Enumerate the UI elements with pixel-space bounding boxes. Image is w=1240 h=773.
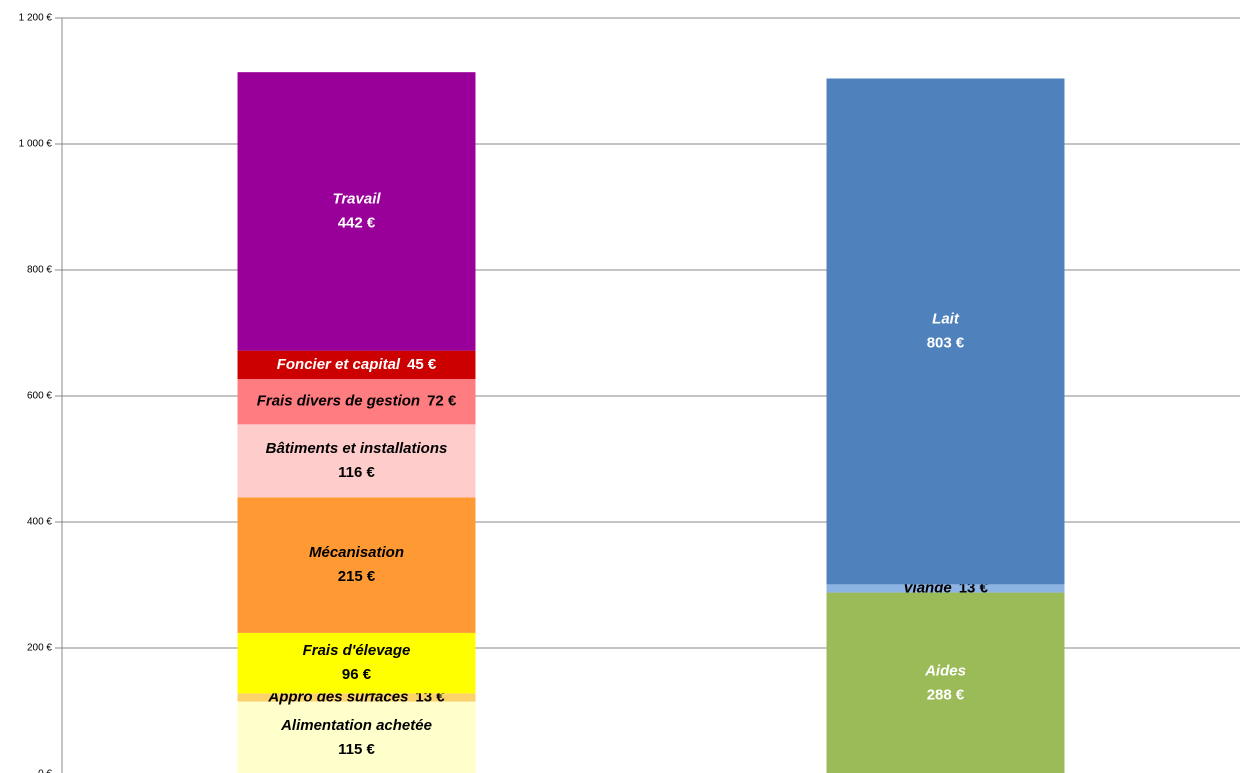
- y-tick-label: 1 200 €: [19, 13, 53, 24]
- segment-name: Frais divers de gestion: [257, 393, 420, 410]
- bar-segment: [237, 378, 476, 425]
- bar-segment: [237, 632, 476, 694]
- bar-segment: [826, 592, 1065, 773]
- segment-value: 442 €: [338, 214, 376, 231]
- segment-label: Bâtiments et installations 116 €: [266, 440, 448, 481]
- bar-segment: [237, 693, 476, 702]
- y-tick-label: 1 000 €: [19, 139, 53, 150]
- y-tick-label: 0 €: [38, 769, 52, 773]
- bar-segment: [237, 701, 476, 773]
- segment-name: Bâtiments et installations: [266, 440, 448, 457]
- y-tick-label: 600 €: [27, 391, 52, 402]
- segment-name: Lait: [932, 310, 960, 327]
- segment-value: 115 €: [338, 741, 375, 758]
- segment-value: 215 €: [338, 568, 376, 585]
- segment-value: 116 €: [338, 464, 375, 481]
- y-tick-label: 800 €: [27, 265, 52, 276]
- segment-value: 803 €: [927, 334, 965, 351]
- segment-name: Alimentation achetée: [280, 717, 432, 734]
- segment-label: Foncier et capital 45 €: [277, 356, 437, 373]
- segment-name: Aides: [924, 662, 966, 679]
- bar-segment: [237, 350, 476, 379]
- bar-segment: [237, 424, 476, 498]
- segment-label: Travail 442 €: [332, 190, 381, 231]
- segment-label: Aides 288 €: [924, 662, 966, 703]
- segment-name: Travail: [332, 190, 381, 207]
- y-tick-label: 200 €: [27, 643, 52, 654]
- segment-name: Foncier et capital: [277, 356, 401, 373]
- bar-segment: [237, 72, 476, 351]
- segment-value: 45 €: [407, 356, 437, 373]
- segment-name: Mécanisation: [309, 544, 404, 561]
- segment-label: Frais d'élevage 96 €: [303, 642, 411, 683]
- segment-label: Frais divers de gestion 72 €: [257, 393, 457, 410]
- segment-label: Mécanisation 215 €: [309, 544, 404, 585]
- segment-value: 72 €: [427, 393, 457, 410]
- y-tick-label: 400 €: [27, 517, 52, 528]
- segment-label: Alimentation achetée 115 €: [280, 717, 432, 758]
- bar-segment: [826, 78, 1065, 585]
- segment-label: Lait 803 €: [927, 310, 965, 351]
- segment-value: 96 €: [342, 666, 372, 683]
- bar-segment: [826, 584, 1065, 593]
- bar-segment: [237, 497, 476, 633]
- segment-value: 288 €: [927, 686, 965, 703]
- segment-name: Frais d'élevage: [303, 642, 411, 659]
